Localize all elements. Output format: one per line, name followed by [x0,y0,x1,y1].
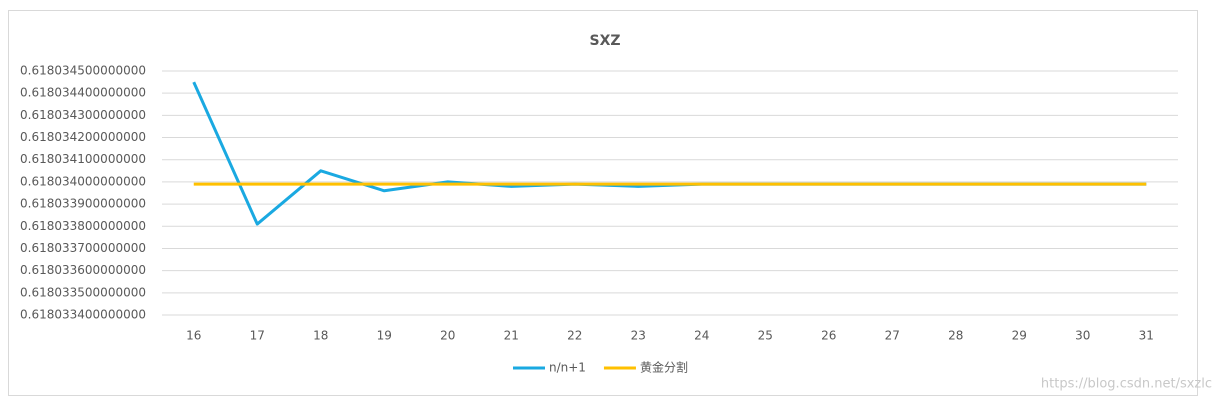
x-tick-label: 17 [250,329,265,343]
y-tick-label: 0.618034200000000 [20,130,146,144]
x-tick-label: 19 [377,329,392,343]
x-tick-label: 16 [186,329,201,343]
watermark: https://blog.csdn.net/sxzlc [1041,377,1212,392]
x-tick-label: 28 [948,329,963,343]
x-tick-label: 27 [885,329,900,343]
y-tick-label: 0.618034500000000 [20,64,146,78]
chart-frame [8,10,1198,396]
x-tick-label: 21 [504,329,519,343]
y-tick-label: 0.618033400000000 [20,308,146,322]
x-tick-label: 18 [313,329,328,343]
legend-label: 黄金分割 [640,360,688,375]
x-tick-label: 31 [1139,329,1154,343]
x-tick-label: 20 [440,329,455,343]
y-tick-label: 0.618033800000000 [20,219,146,233]
chart-title: SXZ [589,33,620,49]
x-tick-label: 26 [821,329,836,343]
y-tick-label: 0.618034300000000 [20,108,146,122]
y-tick-label: 0.618033900000000 [20,197,146,211]
x-tick-label: 23 [631,329,646,343]
x-tick-label: 30 [1075,329,1090,343]
y-tick-label: 0.618034400000000 [20,86,146,100]
y-tick-label: 0.618033700000000 [20,241,146,255]
y-tick-label: 0.618034000000000 [20,174,146,188]
x-tick-label: 24 [694,329,709,343]
legend-label: n/n+1 [549,361,586,375]
y-tick-label: 0.618034100000000 [20,152,146,166]
y-tick-label: 0.618033600000000 [20,263,146,277]
x-tick-label: 22 [567,329,582,343]
x-tick-label: 25 [758,329,773,343]
x-tick-label: 29 [1012,329,1027,343]
y-tick-label: 0.618033500000000 [20,285,146,299]
